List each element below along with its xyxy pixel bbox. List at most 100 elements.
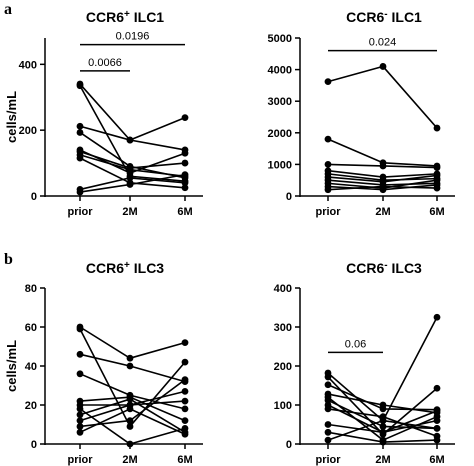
data-point — [433, 164, 441, 171]
x-tick-label: prior — [67, 206, 93, 218]
data-point — [324, 405, 332, 413]
data-point — [324, 428, 332, 436]
data-point — [126, 354, 134, 362]
chart-title-rest: ILC1 — [388, 9, 422, 25]
y-tick-label: 80 — [25, 283, 37, 295]
x-tick-label: 2M — [375, 206, 390, 218]
data-point — [181, 184, 189, 192]
data-point — [181, 397, 189, 405]
data-point — [181, 149, 189, 157]
data-point — [433, 425, 441, 432]
data-point — [76, 154, 84, 162]
data-point — [126, 440, 134, 448]
y-tick-label: 4000 — [268, 65, 292, 77]
data-point — [324, 78, 332, 86]
y-tick-label: 0 — [31, 191, 37, 203]
chart-title-sup: - — [384, 9, 387, 20]
data-point — [126, 423, 134, 430]
y-tick-label: 20 — [25, 400, 37, 412]
data-point — [126, 174, 134, 182]
data-point — [76, 405, 84, 413]
data-point — [181, 417, 189, 424]
data-point — [433, 172, 441, 179]
data-point — [76, 428, 84, 436]
chart-title-sup: + — [124, 9, 130, 20]
y-tick-label: 0 — [31, 439, 37, 451]
chart-title-base: CCR6 — [86, 9, 124, 25]
chart-ccr6neg-ilc3: CCR6- ILC3 0 100 200 300 400 prior 2M 6M 0.06 — [274, 260, 455, 466]
data-point — [433, 417, 441, 424]
x-tick-label: prior — [315, 454, 341, 466]
data-point — [181, 387, 189, 395]
x-tick-label: 2M — [375, 454, 390, 466]
data-point — [181, 430, 189, 438]
p-value-label: 0.0196 — [116, 31, 150, 43]
data-point — [181, 358, 189, 366]
data-point — [324, 161, 332, 168]
p-value-label: 0.024 — [369, 37, 397, 49]
y-tick-label: 0 — [286, 191, 292, 203]
chart-title-rest: ILC3 — [388, 260, 422, 276]
chart-title: CCR6+ ILC1 — [86, 9, 164, 25]
x-tick-label: 6M — [177, 454, 192, 466]
chart-ccr6neg-ilc1: CCR6- ILC1 0 1000 2000 3000 4000 5000 prior 2M 6M… — [268, 9, 455, 218]
data-point — [76, 417, 84, 424]
y-tick-label: 2000 — [268, 128, 292, 140]
data-point — [126, 181, 134, 188]
data-point — [433, 407, 441, 415]
y-tick-label: 1000 — [268, 159, 292, 171]
data-point — [379, 438, 387, 446]
x-tick-label: 2M — [122, 454, 137, 466]
data-point — [181, 171, 189, 179]
chart-ccr6pos-ilc3: CCR6+ ILC3 cells/mL 0 20 40 60 80 prior 2M 6M — [4, 260, 203, 466]
data-point — [379, 423, 387, 430]
data-point — [76, 129, 84, 136]
data-point — [181, 179, 189, 187]
data-point — [433, 184, 441, 192]
data-point — [126, 417, 134, 424]
x-tick-label: 6M — [429, 454, 444, 466]
p-value-label: 0.0066 — [88, 57, 122, 69]
data-point — [433, 436, 441, 444]
x-tick-label: prior — [67, 454, 93, 466]
chart-title: CCR6+ ILC3 — [86, 260, 164, 276]
data-point — [433, 176, 441, 184]
data-point — [324, 381, 332, 389]
data-point — [379, 162, 387, 170]
y-tick-label: 0 — [286, 439, 292, 451]
chart-title: CCR6- ILC3 — [346, 260, 422, 276]
data-point — [433, 384, 441, 392]
chart-title-rest: ILC1 — [130, 9, 164, 25]
data-point — [126, 405, 134, 413]
data-point — [76, 325, 84, 333]
y-tick-label: 400 — [274, 283, 292, 295]
chart-ccr6pos-ilc1: CCR6+ ILC1 cells/mL 0 200 400 prior 2M 6M 0.0196… — [4, 9, 203, 218]
data-point — [181, 339, 189, 346]
y-tick-label: 60 — [25, 322, 37, 334]
p-value-label: 0.06 — [345, 338, 366, 350]
subject-line — [79, 116, 186, 141]
y-tick-label: 300 — [274, 322, 292, 334]
chart-title-sup: - — [384, 260, 387, 271]
data-point — [379, 401, 387, 409]
data-point — [76, 423, 84, 430]
data-point — [324, 135, 332, 143]
y-tick-label: 40 — [25, 361, 37, 373]
chart-title-rest: ILC3 — [130, 260, 164, 276]
chart-title-base: CCR6 — [86, 260, 124, 276]
data-point — [126, 362, 134, 370]
data-point — [379, 183, 387, 190]
panel-letter-a: a — [4, 1, 12, 18]
data-point — [379, 63, 387, 70]
data-point — [324, 396, 332, 404]
data-point — [379, 417, 387, 424]
data-point — [324, 373, 332, 381]
data-point — [126, 136, 134, 144]
x-tick-label: 2M — [122, 206, 137, 218]
chart-title-base: CCR6 — [346, 9, 384, 25]
data-point — [324, 186, 332, 194]
data-point — [433, 124, 441, 132]
chart-title: CCR6- ILC1 — [346, 9, 422, 25]
data-point — [76, 122, 84, 130]
